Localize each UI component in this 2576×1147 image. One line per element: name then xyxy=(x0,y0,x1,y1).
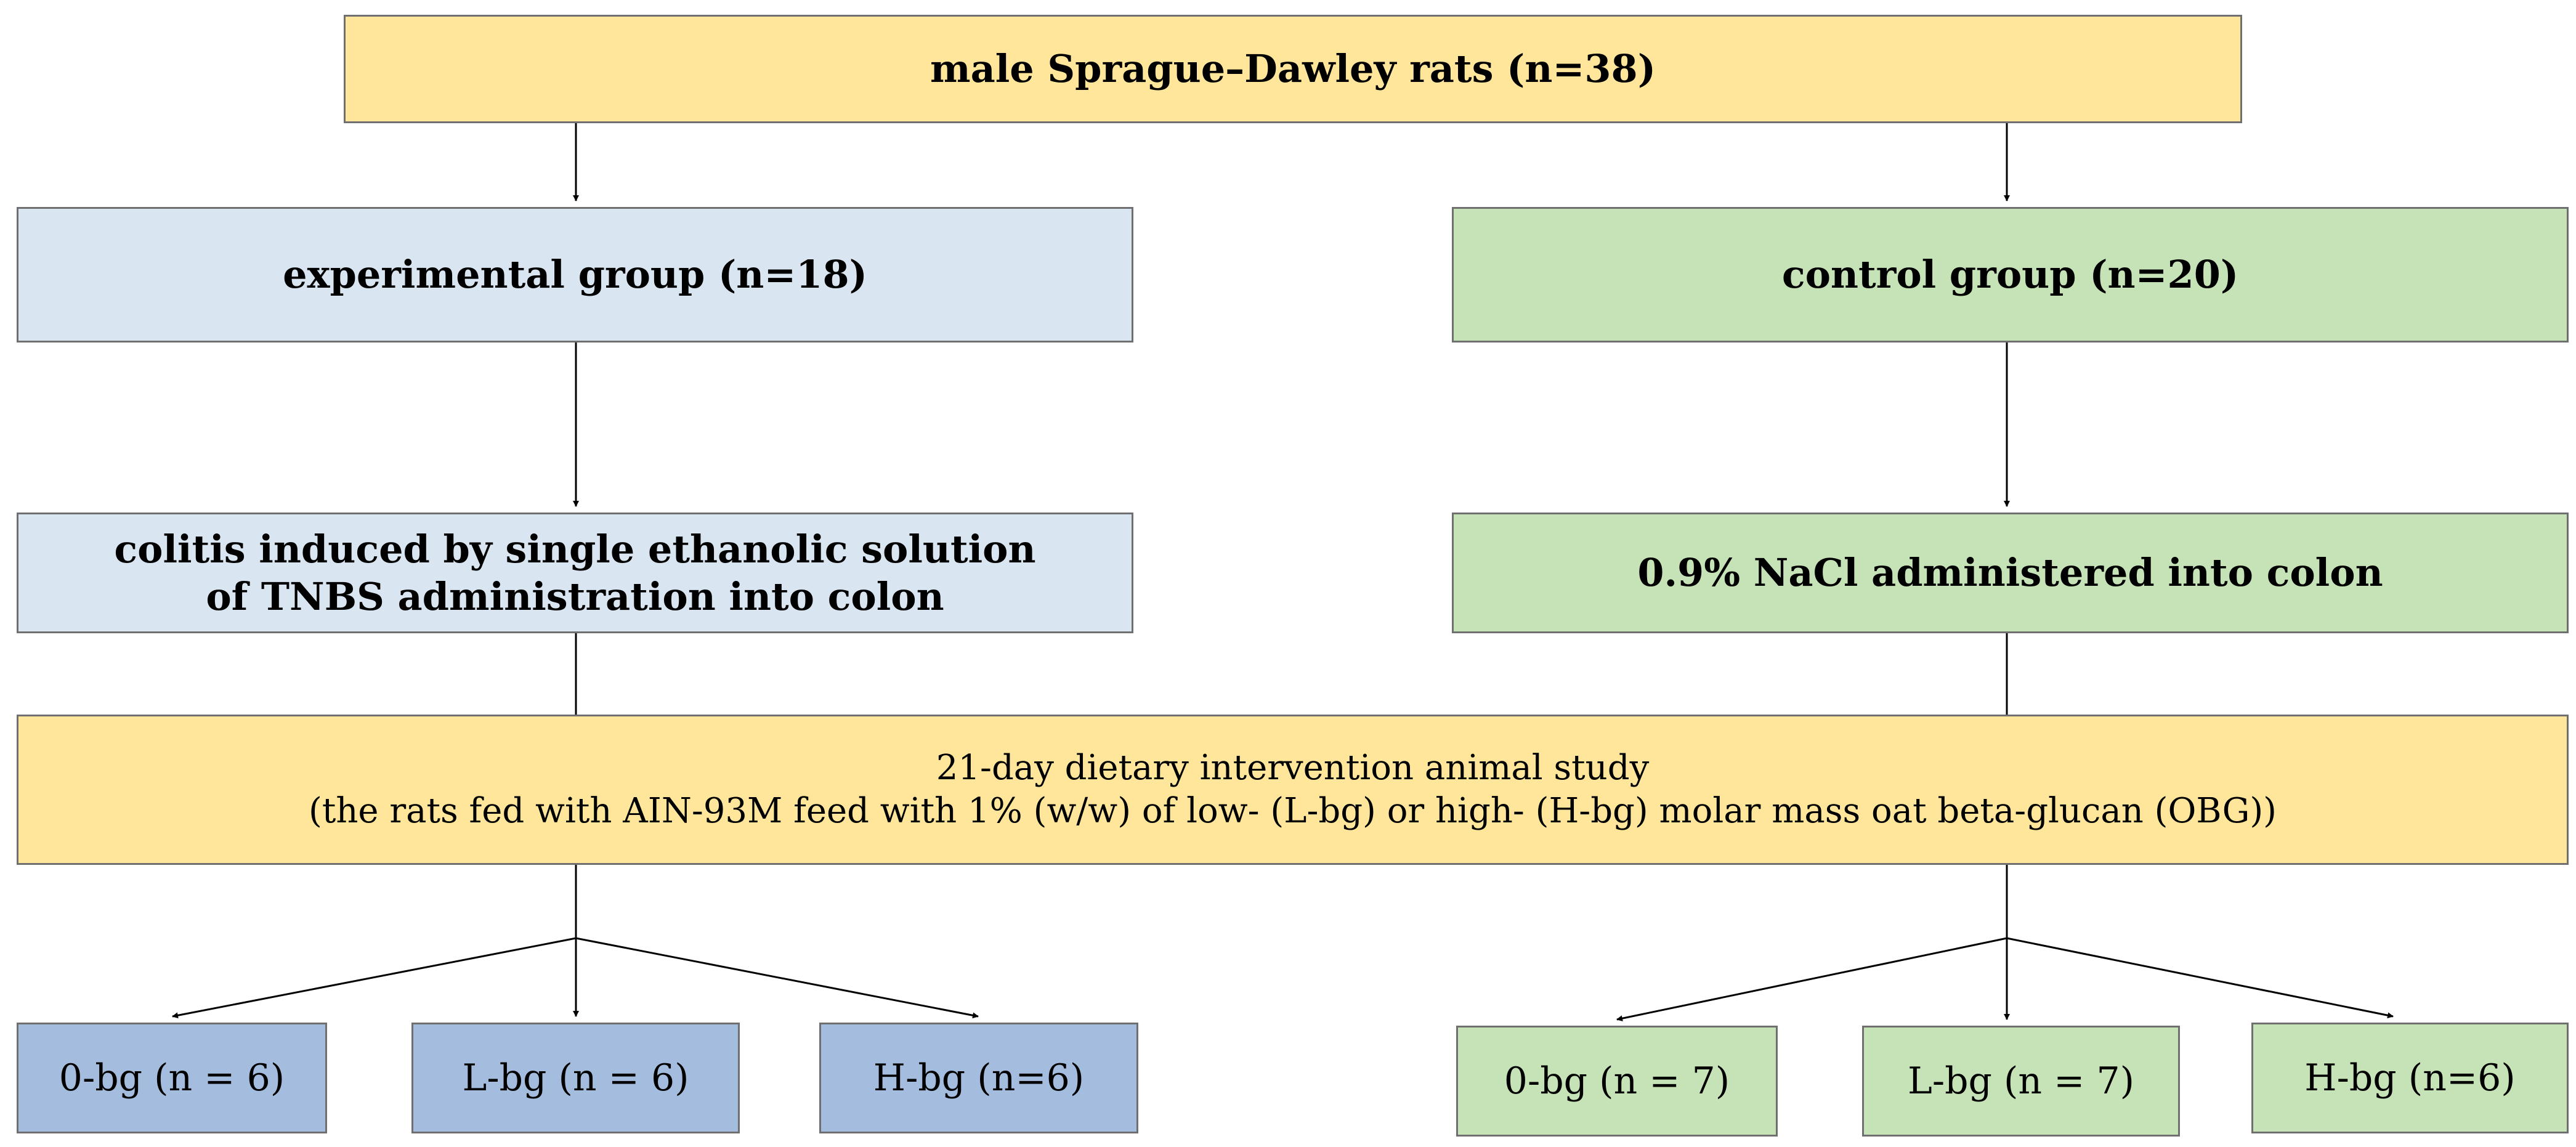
experimental-group-label: experimental group (n=18) xyxy=(283,252,867,298)
population-box: male Sprague–Dawley rats (n=38) xyxy=(344,15,2242,123)
subgroup-label: H-bg (n=6) xyxy=(2304,1056,2516,1100)
experimental-treatment-line2: of TNBS administration into colon xyxy=(206,574,944,619)
subgroup-label: L-bg (n = 6) xyxy=(462,1056,689,1100)
control-group-box: control group (n=20) xyxy=(1452,207,2569,342)
intervention-box: 21-day dietary intervention animal study… xyxy=(17,715,2569,865)
subgroup-label: 0-bg (n = 7) xyxy=(1504,1059,1730,1103)
population-label: male Sprague–Dawley rats (n=38) xyxy=(930,46,1656,92)
experimental-subgroup-hbg: H-bg (n=6) xyxy=(819,1023,1138,1133)
subgroup-label: H-bg (n=6) xyxy=(873,1056,1085,1100)
arrow-control-branch-hbg xyxy=(2006,937,2394,1019)
control-group-label: control group (n=20) xyxy=(1781,252,2239,298)
experimental-treatment-line1: colitis induced by single ethanolic solu… xyxy=(114,526,1036,572)
experimental-subgroup-lbg: L-bg (n = 6) xyxy=(411,1023,740,1133)
control-subgroup-0bg: 0-bg (n = 7) xyxy=(1456,1026,1778,1137)
experimental-subgroup-0bg: 0-bg (n = 6) xyxy=(17,1023,327,1133)
experimental-treatment-box: colitis induced by single ethanolic solu… xyxy=(17,513,1133,633)
subgroup-label: L-bg (n = 7) xyxy=(1907,1059,2135,1103)
experimental-group-box: experimental group (n=18) xyxy=(17,207,1133,342)
control-treatment-box: 0.9% NaCl administered into colon xyxy=(1452,513,2569,633)
control-subgroup-hbg: H-bg (n=6) xyxy=(2251,1023,2569,1133)
intervention-title: 21-day dietary intervention animal study xyxy=(936,748,1650,788)
subgroup-label: 0-bg (n = 6) xyxy=(59,1056,285,1100)
arrow-control-branch-0bg xyxy=(1616,937,2007,1022)
control-subgroup-lbg: L-bg (n = 7) xyxy=(1862,1026,2180,1137)
control-treatment-label: 0.9% NaCl administered into colon xyxy=(1637,550,2383,596)
intervention-description: (the rats fed with AIN-93M feed with 1% … xyxy=(308,791,2277,831)
arrow-experimental-branch-hbg xyxy=(575,937,979,1019)
arrow-experimental-branch-0bg xyxy=(172,937,577,1019)
